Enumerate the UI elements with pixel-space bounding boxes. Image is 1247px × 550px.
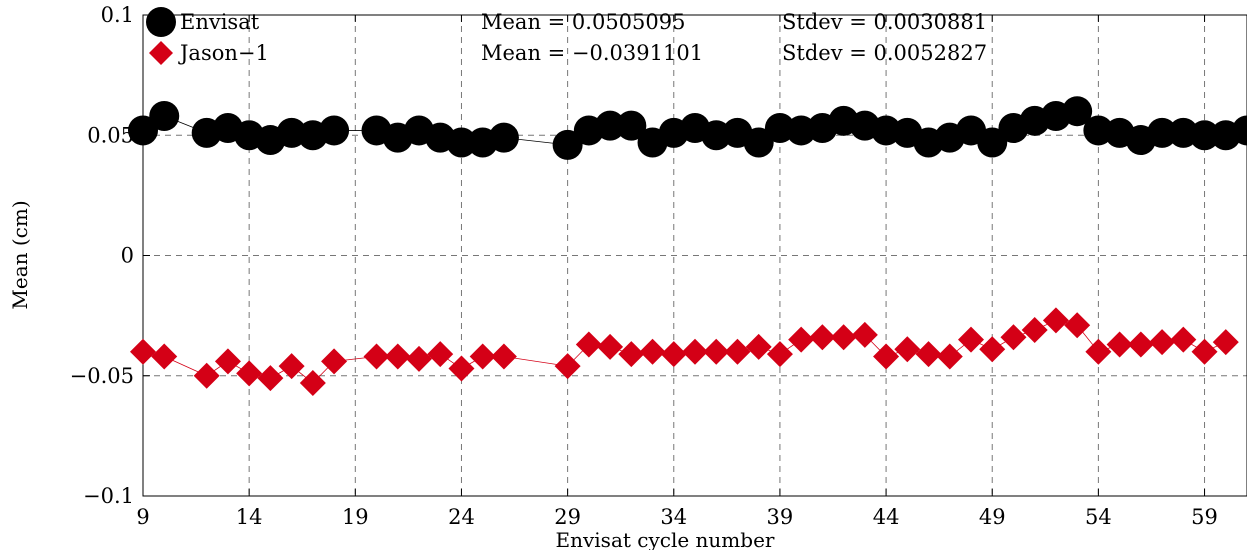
- data-point-jason1: [682, 338, 708, 365]
- data-point-envisat: [149, 101, 180, 132]
- x-tick-label: 24: [448, 505, 475, 529]
- y-tick-label: −0.05: [70, 364, 134, 388]
- data-point-envisat: [552, 129, 583, 160]
- x-tick-label: 59: [1191, 505, 1218, 529]
- data-point-jason1: [384, 343, 411, 370]
- data-point-jason1: [1191, 338, 1218, 365]
- data-point-jason1: [151, 343, 178, 370]
- data-point-jason1: [1106, 331, 1133, 358]
- data-point-envisat: [319, 115, 350, 146]
- y-tick-label: 0: [121, 244, 134, 268]
- data-point-envisat: [488, 122, 519, 153]
- data-point-jason1: [958, 326, 984, 353]
- data-point-envisat: [743, 127, 774, 158]
- data-point-jason1: [660, 341, 687, 368]
- data-point-jason1: [936, 343, 963, 370]
- data-point-jason1: [406, 345, 432, 372]
- y-axis-label: Mean (cm): [8, 200, 32, 309]
- grid: [143, 15, 1247, 496]
- stats-envisat-stdev: Stdev = 0.0030881: [782, 10, 987, 34]
- data-point-jason1: [363, 343, 390, 370]
- data-point-jason1: [1170, 326, 1197, 353]
- data-point-jason1: [1021, 317, 1048, 344]
- data-point-jason1: [278, 353, 305, 380]
- legend: Envisat Jason−1: [146, 7, 269, 65]
- data-point-jason1: [703, 338, 730, 365]
- stats-jason1-stdev: Stdev = 0.0052827: [782, 41, 987, 65]
- data-point-envisat: [616, 110, 647, 141]
- x-tick-label: 49: [979, 505, 1006, 529]
- data-point-jason1: [639, 338, 666, 365]
- data-point-envisat: [1232, 115, 1247, 146]
- legend-label: Jason−1: [178, 41, 269, 65]
- data-point-jason1: [130, 338, 156, 365]
- data-point-jason1: [193, 362, 220, 389]
- x-tick-label: 29: [554, 505, 581, 529]
- data-point-jason1: [257, 365, 284, 392]
- legend-marker-jason1: [149, 41, 173, 65]
- data-point-jason1: [575, 331, 602, 358]
- data-point-envisat: [1062, 96, 1093, 127]
- data-point-envisat: [446, 127, 477, 158]
- data-point-jason1: [873, 343, 900, 370]
- data-point-jason1: [597, 333, 624, 360]
- data-point-jason1: [1000, 324, 1027, 351]
- data-point-envisat: [977, 127, 1008, 158]
- data-point-jason1: [1042, 307, 1069, 334]
- data-point-jason1: [830, 324, 857, 351]
- data-point-jason1: [724, 338, 751, 365]
- x-tick-label: 34: [660, 505, 687, 529]
- data-point-jason1: [894, 336, 921, 363]
- data-point-jason1: [448, 355, 475, 382]
- data-point-jason1: [1085, 338, 1112, 365]
- data-point-envisat: [595, 110, 626, 141]
- data-point-envisat: [1147, 117, 1178, 148]
- data-point-jason1: [788, 326, 815, 353]
- data-point-jason1: [851, 321, 878, 348]
- data-point-jason1: [979, 336, 1006, 363]
- data-point-jason1: [1212, 329, 1239, 356]
- data-point-jason1: [469, 343, 496, 370]
- series-markers: [128, 96, 1247, 396]
- axis-ticks: 9 14 19 24 29 34 39 44 49 54 59 0.1 0.05 0 −0.05 −0.1: [70, 3, 1218, 529]
- data-point-jason1: [745, 333, 772, 360]
- y-tick-label: 0.1: [101, 3, 134, 27]
- x-tick-label: 54: [1085, 505, 1112, 529]
- stats-jason1-mean: Mean = −0.0391101: [481, 41, 703, 65]
- data-point-envisat: [128, 115, 158, 146]
- data-point-jason1: [554, 353, 581, 380]
- data-point-jason1: [427, 341, 454, 368]
- stats-jason1: Mean = −0.0391101 Stdev = 0.0052827: [481, 41, 987, 65]
- x-tick-label: 19: [342, 505, 369, 529]
- legend-label: Envisat: [180, 10, 260, 34]
- data-point-jason1: [1127, 331, 1154, 358]
- stats-envisat: Mean = 0.0505095 Stdev = 0.0030881: [481, 10, 987, 34]
- data-point-jason1: [236, 360, 263, 387]
- data-point-jason1: [1064, 312, 1091, 339]
- data-point-jason1: [1149, 329, 1176, 356]
- legend-marker-envisat: [146, 7, 176, 37]
- x-tick-label: 14: [236, 505, 263, 529]
- data-point-jason1: [299, 369, 326, 396]
- data-point-jason1: [809, 324, 836, 351]
- x-tick-label: 39: [767, 505, 794, 529]
- y-tick-label: −0.1: [83, 484, 134, 508]
- data-point-jason1: [618, 341, 645, 368]
- x-axis-label: Envisat cycle number: [556, 528, 775, 550]
- x-tick-label: 9: [136, 505, 149, 529]
- data-point-jason1: [915, 341, 942, 368]
- x-tick-label: 44: [873, 505, 900, 529]
- data-point-jason1: [214, 348, 241, 375]
- data-point-jason1: [766, 341, 793, 368]
- data-point-envisat: [1189, 120, 1220, 151]
- y-tick-label: 0.05: [87, 123, 134, 147]
- data-point-jason1: [321, 348, 348, 375]
- data-point-jason1: [490, 343, 517, 370]
- stats-envisat-mean: Mean = 0.0505095: [481, 10, 685, 34]
